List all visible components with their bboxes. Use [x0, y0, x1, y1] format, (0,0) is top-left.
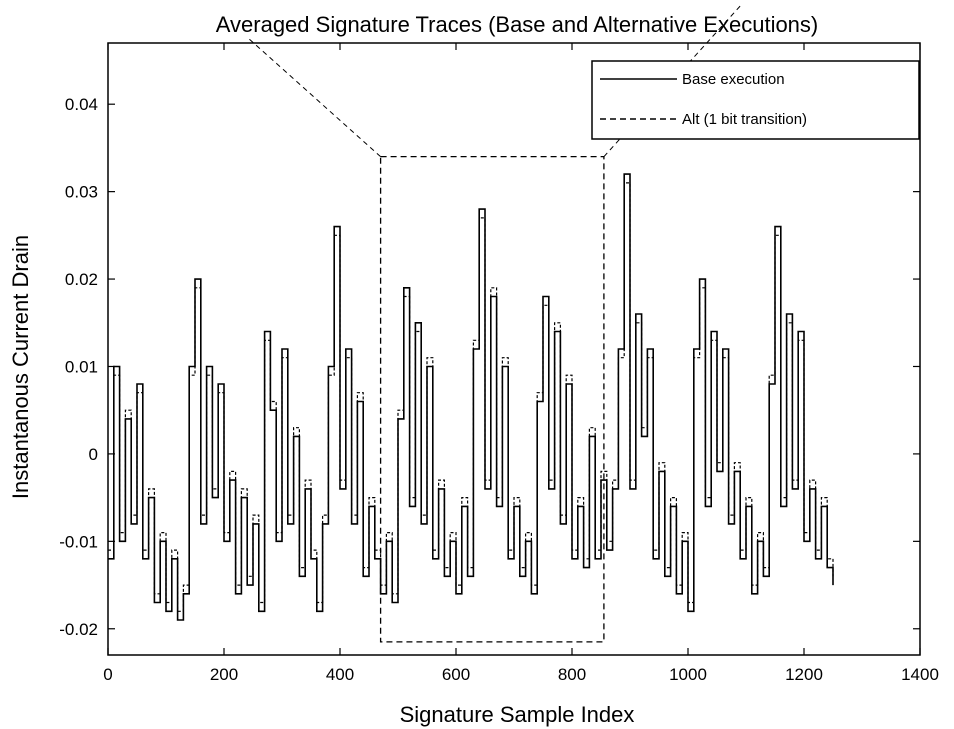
series-base-execution-line [108, 173, 834, 621]
y-tick-label: 0 [89, 445, 98, 464]
x-tick-label: 400 [326, 665, 354, 684]
y-axis-label: Instantanous Current Drain [8, 235, 33, 499]
chart-title: Averaged Signature Traces (Base and Alte… [216, 12, 819, 37]
series-layer [108, 173, 834, 621]
x-tick-label: 1400 [901, 665, 939, 684]
y-tick-label: 0.04 [65, 95, 98, 114]
y-tick-label: 0.01 [65, 357, 98, 376]
x-tick-label: 200 [210, 665, 238, 684]
callout-line-left [247, 37, 381, 158]
legend-box [591, 60, 920, 140]
zoom-highlight-box [379, 156, 605, 643]
x-axis-ticks: 0 200 400 600 800 1000 1200 1400 [103, 43, 939, 684]
y-tick-label: 0.03 [65, 183, 98, 202]
legend-label-alt: Alt (1 bit transition) [682, 111, 807, 128]
x-tick-label: 600 [442, 665, 470, 684]
y-axis-ticks: -0.02 -0.01 0 0.01 0.02 0.03 0.04 [59, 95, 920, 639]
series-alt-transition-line [108, 182, 834, 612]
x-tick-label: 800 [558, 665, 586, 684]
x-axis-label: Signature Sample Index [400, 702, 635, 727]
y-tick-label: 0.02 [65, 270, 98, 289]
plot-area-frame [107, 42, 921, 656]
x-tick-label: 1200 [785, 665, 823, 684]
y-tick-label: -0.01 [59, 532, 98, 551]
x-tick-label: 0 [103, 665, 112, 684]
x-tick-label: 1000 [669, 665, 707, 684]
legend-label-base: Base execution [682, 71, 785, 88]
y-tick-label: -0.02 [59, 620, 98, 639]
legend: Base execution Alt (1 bit transition) [591, 60, 920, 140]
